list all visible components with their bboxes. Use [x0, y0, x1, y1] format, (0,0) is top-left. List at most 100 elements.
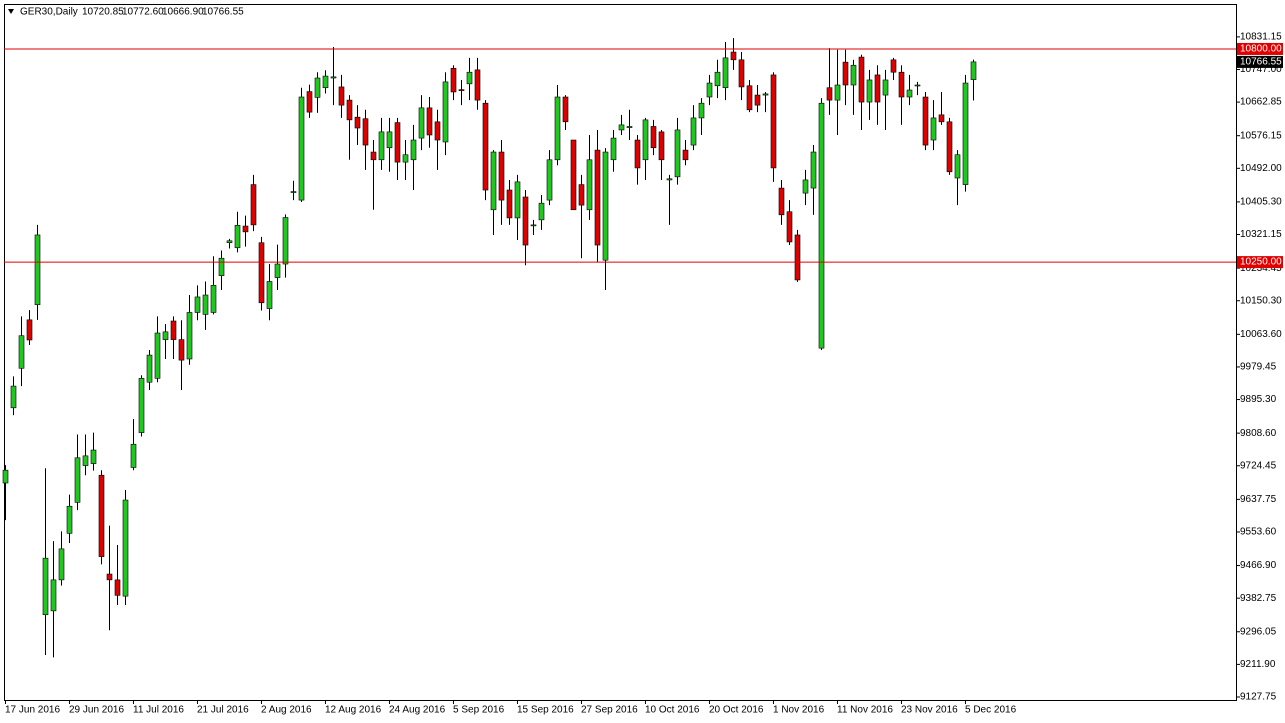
candle-body: [666, 178, 673, 181]
candle-body: [890, 59, 897, 73]
candle-body: [186, 312, 193, 360]
symbol-label: GER30,Daily: [20, 7, 78, 18]
candle-body: [114, 579, 121, 596]
candle-body: [586, 159, 593, 211]
candle-body: [546, 159, 553, 201]
candle-body: [338, 86, 345, 106]
candle-body: [634, 139, 641, 169]
candle-body: [834, 84, 841, 101]
candle-body: [538, 202, 545, 221]
candle-body: [426, 107, 433, 136]
candle-body: [522, 196, 529, 246]
candle-body: [274, 263, 281, 278]
candle-body: [562, 96, 569, 123]
candle-body: [746, 85, 753, 111]
y-tick-label: 9724.45: [1240, 460, 1277, 471]
candle-body: [898, 71, 905, 98]
candle-body: [818, 102, 825, 349]
candle-body: [874, 74, 881, 103]
candle-body: [882, 79, 889, 96]
candle-body: [826, 87, 833, 101]
candle-body: [730, 51, 737, 61]
y-tick-label: 9637.75: [1240, 494, 1277, 505]
candle-body: [850, 64, 857, 86]
candle-body: [234, 224, 241, 249]
candle-body: [58, 548, 65, 581]
candle-body: [778, 187, 785, 216]
candle-body: [626, 126, 633, 128]
level-price-box: [1237, 256, 1283, 269]
candle-body: [170, 320, 177, 340]
y-tick-label: 9382.75: [1240, 593, 1277, 604]
candle-body: [306, 91, 313, 113]
candle-body: [474, 69, 481, 101]
candle-body: [290, 191, 297, 193]
y-tick-label: 9466.90: [1240, 560, 1277, 571]
candle-body: [386, 131, 393, 149]
current-price-box: [1237, 55, 1283, 68]
candle-body: [554, 96, 561, 161]
y-tick-label: 10662.85: [1240, 97, 1282, 108]
quote-low: 10666.90: [162, 7, 204, 18]
y-tick-label: 9296.05: [1240, 626, 1277, 637]
candle-body: [378, 131, 385, 161]
candle-body: [514, 181, 521, 219]
candle-body: [42, 557, 49, 616]
candle-body: [362, 118, 369, 146]
quote-high: 10772.60: [122, 7, 164, 18]
y-tick-label: 9895.30: [1240, 394, 1277, 405]
y-tick-label: 10234.45: [1240, 263, 1282, 274]
candle-body: [570, 139, 577, 211]
candle-body: [90, 449, 97, 464]
x-tick-label: 24 Aug 2016: [389, 705, 446, 716]
y-tick-label: 9979.45: [1240, 362, 1277, 373]
level-price-label: 10250.00: [1240, 257, 1282, 268]
candle-body: [594, 149, 601, 246]
candle-body: [442, 81, 449, 143]
x-tick-label: 29 Jun 2016: [69, 705, 124, 716]
y-tick-label: 10576.15: [1240, 130, 1282, 141]
candle-body: [2, 469, 9, 484]
candle-body: [66, 505, 73, 534]
candle-body: [770, 74, 777, 169]
candle-body: [794, 234, 801, 281]
candle-body: [490, 151, 497, 211]
candle-body: [674, 129, 681, 178]
candle-body: [610, 137, 617, 161]
candle-body: [354, 116, 361, 129]
candle-body: [482, 102, 489, 191]
candle-body: [106, 573, 113, 581]
x-tick-label: 27 Sep 2016: [581, 705, 638, 716]
candle-body: [466, 71, 473, 85]
candle-body: [74, 457, 81, 503]
candle-body: [714, 71, 721, 87]
candle-body: [810, 151, 817, 189]
candle-body: [50, 579, 57, 612]
candle-body: [138, 378, 145, 433]
candle-body: [722, 57, 729, 89]
candle-body: [98, 474, 105, 557]
quote-close: 10766.55: [202, 7, 244, 18]
candle-body: [34, 234, 41, 306]
candle-body: [914, 84, 921, 87]
candle-body: [122, 499, 129, 597]
candle-body: [82, 455, 89, 466]
candle-body: [394, 122, 401, 163]
candle-body: [10, 385, 17, 409]
y-tick-label: 9211.90: [1240, 659, 1276, 670]
y-tick-label: 10321.15: [1240, 229, 1282, 240]
candle-body: [418, 107, 425, 139]
candle-body: [578, 184, 585, 206]
plot-frame: [4, 4, 1237, 701]
candle-body: [866, 79, 873, 103]
y-tick-label: 9127.75: [1240, 692, 1277, 703]
candle-body: [266, 281, 273, 309]
x-tick-label: 11 Jul 2016: [133, 705, 184, 716]
x-tick-label: 12 Aug 2016: [325, 705, 382, 716]
candle-body: [618, 124, 625, 131]
candle-body: [682, 149, 689, 161]
candle-body: [242, 225, 249, 233]
candle-body: [330, 76, 337, 79]
